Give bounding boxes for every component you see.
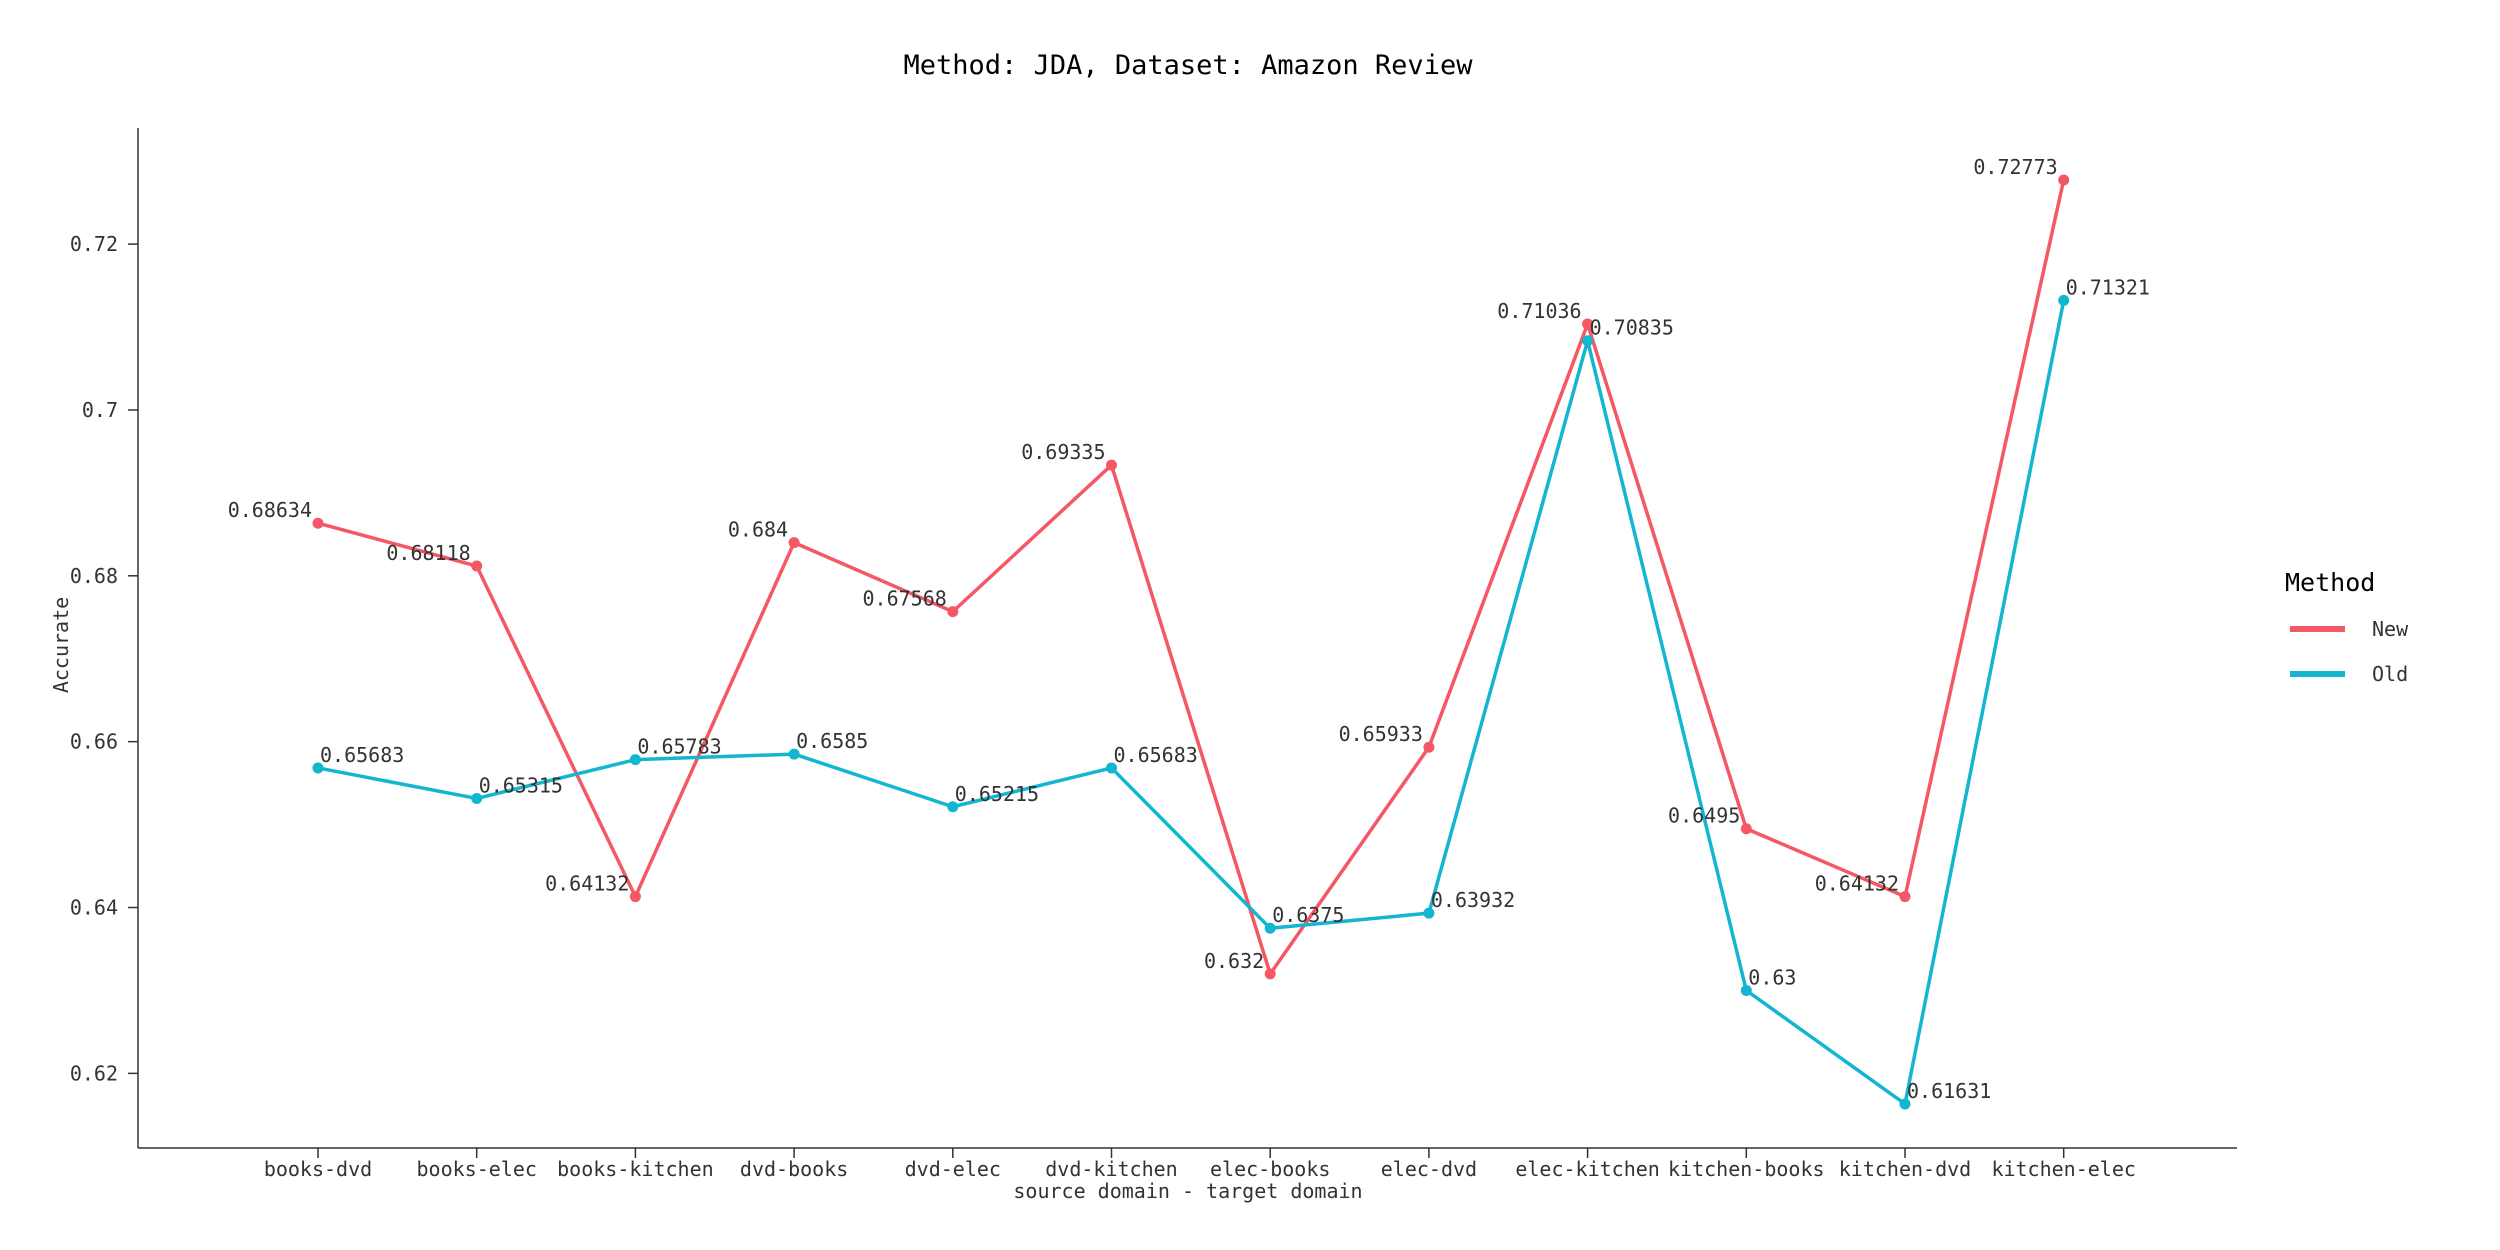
data-point-new (629, 891, 641, 903)
legend-label-old: Old (2372, 662, 2408, 686)
data-point-new (1740, 823, 1752, 835)
data-point-old (1899, 1098, 1911, 1110)
data-label-new: 0.71036 (1497, 299, 1581, 323)
y-axis-label: Accurate (49, 597, 73, 693)
data-point-old (471, 792, 483, 804)
data-point-new (1423, 741, 1435, 753)
chart-title: Method: JDA, Dataset: Amazon Review (904, 50, 1474, 81)
x-tick-label: kitchen-books (1668, 1157, 1825, 1181)
data-label-new: 0.684 (728, 518, 788, 542)
legend-title: Method (2285, 568, 2375, 597)
data-label-new: 0.68118 (386, 541, 470, 565)
x-tick-label: elec-dvd (1381, 1157, 1477, 1181)
legend-label-new: New (2372, 617, 2409, 641)
x-tick-label: dvd-kitchen (1045, 1157, 1177, 1181)
data-point-new (1264, 968, 1276, 980)
data-label-old: 0.6375 (1272, 903, 1344, 927)
data-point-new (788, 537, 800, 549)
x-tick-label: kitchen-dvd (1839, 1157, 1971, 1181)
data-label-old: 0.65683 (1114, 743, 1198, 767)
x-tick-label: books-dvd (264, 1157, 372, 1181)
data-point-old (2058, 294, 2070, 306)
data-label-old: 0.65783 (637, 735, 721, 759)
y-tick-label: 0.7 (82, 398, 118, 422)
data-point-new (1582, 318, 1594, 330)
y-tick-label: 0.68 (70, 564, 118, 588)
data-labels: 0.68634 0.68118 0.64132 0.684 0.67568 0.69335… (228, 155, 2150, 1103)
data-label-old: 0.61631 (1907, 1079, 1991, 1103)
data-label-old: 0.65215 (955, 782, 1039, 806)
data-label-new: 0.69335 (1021, 440, 1105, 464)
y-tick-label: 0.64 (70, 896, 118, 920)
axes: 0.62 0.64 0.66 0.68 0.7 0.72 books-dvd books-el… (70, 128, 2237, 1181)
data-point-old (1264, 922, 1276, 934)
data-label-old: 0.65315 (479, 773, 563, 797)
data-point-new (947, 606, 959, 618)
data-label-new: 0.64132 (1815, 872, 1899, 896)
data-point-old (1423, 907, 1435, 919)
legend: Method New Old (2285, 568, 2409, 686)
data-label-new: 0.67568 (863, 587, 947, 611)
data-label-old: 0.70835 (1590, 316, 1674, 340)
data-point-old (1106, 762, 1117, 774)
data-point-old (947, 801, 959, 813)
series-layer (312, 174, 2070, 1110)
data-point-new (312, 517, 324, 529)
data-label-old: 0.63 (1748, 965, 1796, 989)
data-label-old: 0.71321 (2066, 275, 2150, 299)
x-axis-label: source domain - target domain (1013, 1179, 1362, 1203)
data-label-new: 0.68634 (228, 498, 312, 522)
data-label-old: 0.6585 (796, 729, 868, 753)
data-point-old (1582, 335, 1594, 347)
data-label-old: 0.65683 (320, 743, 404, 767)
data-point-new (471, 560, 483, 572)
data-point-old (1740, 984, 1752, 996)
data-label-new: 0.6495 (1668, 804, 1740, 828)
data-point-new (1106, 459, 1117, 471)
data-point-old (629, 754, 641, 766)
data-label-new: 0.632 (1204, 949, 1264, 973)
y-tick-label: 0.72 (70, 232, 118, 256)
data-point-old (788, 748, 800, 760)
x-tick-label: elec-kitchen (1515, 1157, 1660, 1181)
data-point-old (312, 762, 324, 774)
y-tick-label: 0.66 (70, 730, 118, 754)
data-point-new (1899, 891, 1911, 903)
series-line-old (317, 300, 2066, 1106)
data-label-old: 0.63932 (1431, 888, 1515, 912)
x-tick-label: dvd-elec (905, 1157, 1001, 1181)
x-tick-label: books-kitchen (557, 1157, 714, 1181)
x-tick-label: books-elec (416, 1157, 536, 1181)
y-tick-label: 0.62 (70, 1061, 118, 1085)
x-tick-label: dvd-books (740, 1157, 848, 1181)
data-label-new: 0.65933 (1339, 722, 1423, 746)
x-tick-label: elec-books (1210, 1157, 1330, 1181)
data-label-new: 0.72773 (1973, 155, 2057, 179)
data-label-new: 0.64132 (545, 872, 629, 896)
x-tick-label: kitchen-elec (1991, 1157, 2136, 1181)
data-point-new (2058, 174, 2070, 186)
series-line-new (317, 179, 2066, 976)
